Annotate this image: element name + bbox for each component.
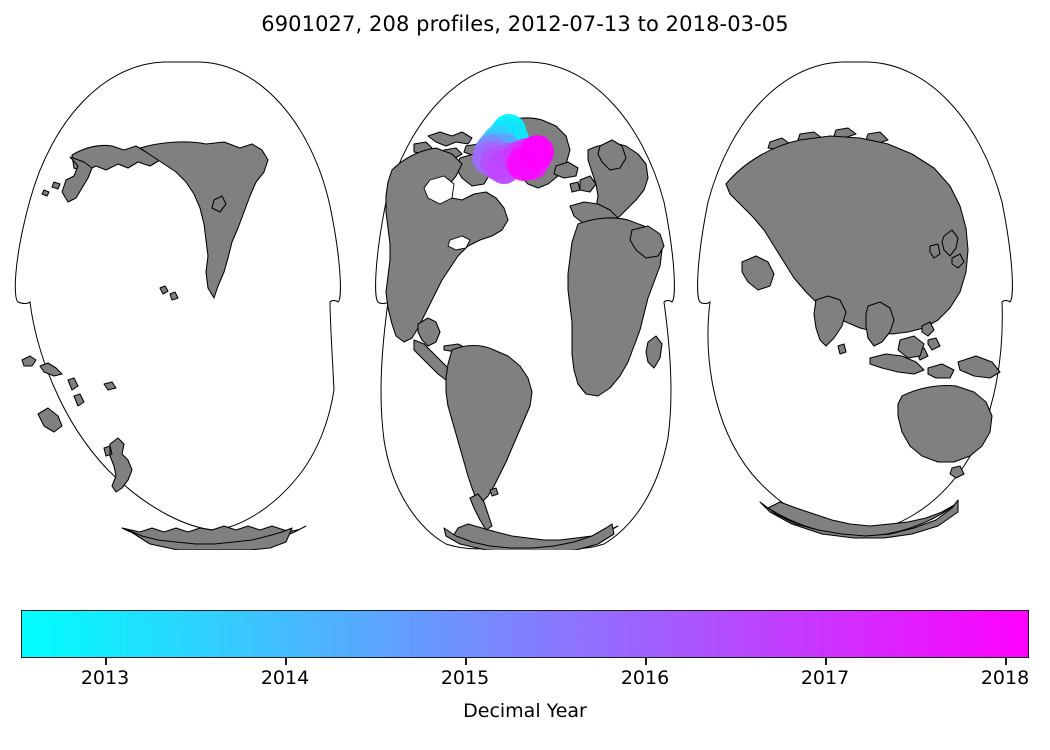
great-lakes xyxy=(447,235,471,251)
land-iceland xyxy=(553,161,579,179)
profile-markers xyxy=(472,114,554,184)
land-alaska-peninsula xyxy=(61,156,93,203)
colorbar[interactable]: 2013 2014 2015 2016 2017 2018 xyxy=(21,610,1029,689)
land-antarctica-pacific-2 xyxy=(127,527,293,550)
land-japan xyxy=(941,229,965,269)
hudson-bay xyxy=(423,175,455,205)
colorbar-tick xyxy=(1005,658,1007,665)
land-vanuatu xyxy=(67,377,85,407)
land-borneo xyxy=(897,335,925,359)
world-map xyxy=(14,61,1013,550)
land-new-zealand xyxy=(103,437,133,493)
land-british-isles xyxy=(569,175,597,193)
land-new-guinea xyxy=(957,355,1001,379)
page-title: 6901027, 208 profiles, 2012-07-13 to 201… xyxy=(261,12,789,36)
land-nw-america xyxy=(139,141,269,299)
land-fiji xyxy=(21,355,63,377)
land-korea xyxy=(929,243,941,259)
land-antarctica-indian xyxy=(767,501,957,537)
lobe-eurasia xyxy=(697,61,1013,539)
colorbar-ticklabel: 2018 xyxy=(980,667,1030,689)
land-southeast-asia xyxy=(865,301,895,347)
colorbar-tick xyxy=(825,658,827,665)
lobe-pacific xyxy=(14,61,341,550)
lobe-outline-pacific xyxy=(14,61,341,531)
land-sri-lanka xyxy=(837,343,847,355)
land-hawaii xyxy=(159,285,179,301)
land-antarctica-atlantic-2 xyxy=(443,523,615,550)
land-india xyxy=(813,295,847,347)
colorbar-tick xyxy=(465,658,467,665)
colorbar-gradient xyxy=(21,610,1029,658)
profile-marker xyxy=(520,135,554,169)
land-australia xyxy=(897,385,993,463)
land-tasmania xyxy=(949,465,965,479)
land-antarctica-indian-2 xyxy=(759,499,959,539)
colorbar-tick xyxy=(645,658,647,665)
land-south-america xyxy=(445,344,533,503)
land-vancouver-island xyxy=(211,195,227,213)
colorbar-ticklabel: 2017 xyxy=(800,667,850,689)
land-florida-gulf xyxy=(417,317,441,347)
land-new-caledonia xyxy=(37,407,63,433)
colorbar-ticklabel: 2015 xyxy=(440,667,490,689)
land-scandinavia xyxy=(597,139,627,171)
land-antarctic-peninsula xyxy=(469,493,493,531)
land-madagascar xyxy=(645,335,663,369)
land-samoa xyxy=(103,381,117,391)
land-africa xyxy=(567,217,663,397)
colorbar-ticklabel: 2016 xyxy=(620,667,670,689)
colorbar-tick xyxy=(105,658,107,665)
land-arabia-east xyxy=(741,255,775,291)
colorbar-ticklabel: 2014 xyxy=(260,667,310,689)
land-aleutians xyxy=(41,181,61,197)
land-falklands xyxy=(489,487,499,497)
land-indonesia xyxy=(869,353,955,379)
land-arabia xyxy=(629,225,665,259)
colorbar-ticklabel: 2013 xyxy=(80,667,130,689)
land-eurasia xyxy=(725,135,969,335)
map-axes xyxy=(0,50,1050,550)
colorbar-tick xyxy=(285,658,287,665)
land-north-america xyxy=(385,147,509,343)
colorbar-axis-label: Decimal Year xyxy=(463,700,587,722)
